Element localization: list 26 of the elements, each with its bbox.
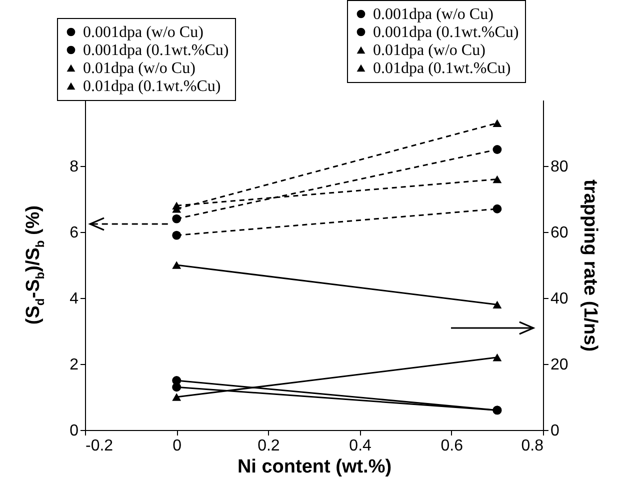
x-tick-label: 0.8 [521, 438, 544, 454]
legend-label: 0.001dpa (w/o Cu) [83, 24, 204, 41]
y2-tick-label: 0 [550, 422, 560, 440]
y-tick-label: 8 [70, 158, 79, 176]
y-tick-label: 6 [70, 224, 79, 242]
y2-tick-label: 80 [550, 158, 568, 176]
x-tick-label: 0.6 [440, 438, 464, 454]
x-tick-label: 0.2 [258, 438, 280, 454]
legend-label: 0.01dpa (w/o Cu) [373, 42, 486, 59]
legend-label: 0.01dpa (0.1wt.%Cu) [83, 78, 221, 95]
x-tick-label: 0 [172, 438, 182, 454]
legend-label: 0.01dpa (w/o Cu) [83, 60, 196, 77]
legend-label: 0.001dpa (0.1wt.%Cu) [373, 24, 519, 41]
x-axis-title: Ni content (wt.%) [237, 456, 392, 478]
y-tick-label: 0 [70, 422, 79, 440]
y2-axis-title: trapping rate (1/ns) [579, 179, 600, 352]
legend-label: 0.001dpa (w/o Cu) [373, 6, 494, 23]
legend-label: 0.001dpa (0.1wt.%Cu) [83, 42, 229, 59]
x-tick-label: -0.2 [86, 438, 114, 454]
y-tick-label: 2 [70, 356, 79, 374]
y2-tick-label: 60 [550, 224, 568, 242]
legend-label: 0.01dpa (0.1wt.%Cu) [373, 60, 511, 77]
x-tick-label: 0.4 [349, 438, 372, 454]
y-tick-label: 4 [70, 290, 79, 308]
y2-tick-label: 20 [550, 356, 568, 374]
y2-tick-label: 40 [550, 290, 568, 308]
